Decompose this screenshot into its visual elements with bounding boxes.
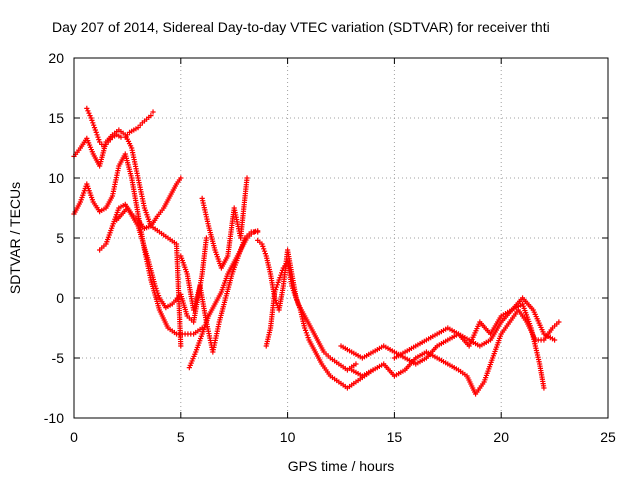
data-point xyxy=(92,127,98,133)
data-point xyxy=(276,277,282,283)
x-tick-label: 25 xyxy=(600,429,616,445)
x-axis-title: GPS time / hours xyxy=(288,458,395,474)
data-point-fill xyxy=(87,113,93,119)
data-point-fill xyxy=(96,137,102,143)
data-point-fill xyxy=(277,275,283,281)
data-point xyxy=(541,385,547,391)
plot-frame xyxy=(73,57,609,419)
data-point-fill xyxy=(304,332,310,338)
data-point xyxy=(255,228,261,234)
data-point-fill xyxy=(85,108,91,114)
data-point-fill xyxy=(89,117,95,123)
data-point-fill xyxy=(262,251,268,257)
data-point-fill xyxy=(91,125,98,131)
data-point xyxy=(259,241,265,247)
y-tick-label: -10 xyxy=(44,410,64,426)
data-point-fill xyxy=(275,279,281,285)
data-point xyxy=(272,289,278,295)
y-tick-label: 15 xyxy=(48,110,64,126)
data-point-fill xyxy=(273,287,279,293)
data-point-fill xyxy=(279,267,286,273)
data-point xyxy=(302,325,308,331)
grid-lines xyxy=(74,58,608,418)
y-tick-label: 5 xyxy=(56,230,64,246)
data-point-fill xyxy=(91,122,97,128)
data-point xyxy=(88,115,94,121)
data-point-fill xyxy=(86,110,92,116)
x-tick-label: 5 xyxy=(177,429,185,445)
y-tick-label: 20 xyxy=(48,50,64,66)
y-axis-title: SDTVAR / TECUs xyxy=(7,182,23,294)
data-point-fill xyxy=(153,285,159,291)
data-point xyxy=(150,109,156,115)
data-point-fill xyxy=(278,272,284,278)
data-point xyxy=(353,361,359,367)
data-point-fill xyxy=(274,282,280,288)
data-point-fill xyxy=(154,288,160,294)
x-tick-label: 10 xyxy=(280,429,296,445)
chart-title: Day 207 of 2014, Sidereal Day-to-day VTE… xyxy=(52,19,550,35)
data-point xyxy=(178,343,184,349)
x-tick-label: 20 xyxy=(493,429,509,445)
data-point-fill xyxy=(303,330,309,336)
data-point-fill xyxy=(95,134,101,140)
data-point-fill xyxy=(261,248,268,254)
data-point-fill xyxy=(155,293,162,299)
x-tick-label: 0 xyxy=(70,429,78,445)
data-points xyxy=(71,105,562,397)
data-point-fill xyxy=(279,270,285,276)
data-point xyxy=(148,113,154,119)
data-point-fill xyxy=(155,290,161,296)
data-point xyxy=(203,235,210,241)
data-point-fill xyxy=(273,284,280,290)
y-tick-label: 0 xyxy=(56,290,64,306)
data-point-fill xyxy=(261,246,267,252)
data-point xyxy=(556,319,562,325)
data-point-fill xyxy=(90,120,96,126)
data-point-fill xyxy=(260,243,266,249)
data-point-fill xyxy=(302,327,309,333)
y-tick-label: 10 xyxy=(48,170,64,186)
data-point xyxy=(152,283,158,289)
data-point-fill xyxy=(93,129,99,135)
data-point xyxy=(178,175,184,181)
data-point-fill xyxy=(305,335,311,341)
data-point-fill xyxy=(94,132,100,138)
data-point xyxy=(244,175,250,181)
data-point xyxy=(84,105,90,111)
y-tick-label: -5 xyxy=(52,350,65,366)
x-tick-label: 15 xyxy=(387,429,403,445)
data-point xyxy=(552,337,558,343)
tick-labels: 0 5 10 15 20 25 -10 -5 0 5 10 15 20 xyxy=(44,50,616,445)
